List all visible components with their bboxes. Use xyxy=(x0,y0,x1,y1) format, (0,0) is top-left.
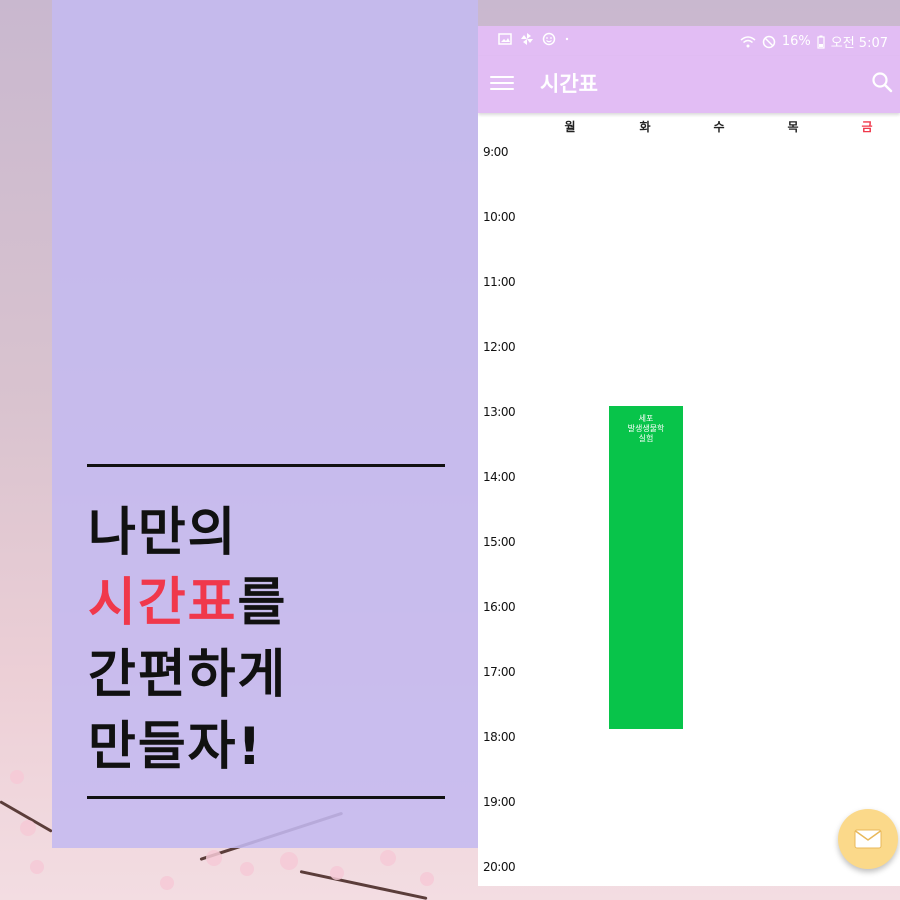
time-label: 13:00 xyxy=(483,405,516,419)
app-bar: 시간표 xyxy=(478,56,900,113)
day-tue: 화 xyxy=(639,120,651,134)
dot-icon xyxy=(565,37,569,41)
blossom xyxy=(30,860,44,874)
time-label: 20:00 xyxy=(483,860,516,874)
blossom xyxy=(10,770,24,784)
blossom xyxy=(160,876,174,890)
blossom xyxy=(380,850,396,866)
status-bar: 16% 오전 5:07 xyxy=(478,26,900,56)
blossom xyxy=(206,850,222,866)
time-label: 14:00 xyxy=(483,470,516,484)
smiley-icon xyxy=(542,32,556,46)
time-label: 10:00 xyxy=(483,210,516,224)
blossom xyxy=(20,820,36,836)
clock: 오전 5:07 xyxy=(830,36,888,51)
status-right: 16% 오전 5:07 xyxy=(740,32,888,51)
day-thu: 목 xyxy=(787,120,799,134)
time-label: 12:00 xyxy=(483,340,516,354)
battery-icon xyxy=(817,35,825,49)
time-label: 17:00 xyxy=(483,665,516,679)
promo-accent-text: 시간표 xyxy=(88,573,238,633)
divider-bottom xyxy=(87,796,445,799)
time-label: 11:00 xyxy=(483,275,516,289)
promo-line-2: 시간표를 xyxy=(88,560,287,635)
battery-percent: 16% xyxy=(781,34,811,49)
course-name-line-3: 실험 xyxy=(638,434,654,443)
promo-line-1: 나만의 xyxy=(88,503,238,563)
mail-icon xyxy=(854,829,882,849)
promo-line-4: 만들자! xyxy=(88,717,264,777)
course-name-line-2: 발생생물학 xyxy=(627,424,665,433)
time-label: 9:00 xyxy=(483,145,508,159)
course-block[interactable]: 세포 발생생물학 실험 xyxy=(609,406,683,729)
phone-screen: 16% 오전 5:07 시간표 월 화 수 목 금 9:00 10:00 11:… xyxy=(478,26,900,886)
blossom xyxy=(280,852,298,870)
time-label: 16:00 xyxy=(483,600,516,614)
blossom xyxy=(240,862,254,876)
branch xyxy=(299,870,428,900)
notification-icons xyxy=(498,32,570,46)
image-icon xyxy=(498,33,512,45)
time-label: 18:00 xyxy=(483,730,516,744)
blossom xyxy=(330,866,344,880)
pinwheel-icon xyxy=(521,33,533,45)
day-header: 월 화 수 목 금 xyxy=(478,118,900,138)
menu-icon[interactable] xyxy=(490,72,514,94)
message-fab[interactable] xyxy=(838,809,898,869)
divider-top xyxy=(87,464,445,467)
search-icon[interactable] xyxy=(870,70,894,94)
course-name-line-1: 세포 xyxy=(638,414,654,423)
time-label: 19:00 xyxy=(483,795,516,809)
time-label: 15:00 xyxy=(483,535,516,549)
do-not-disturb-icon xyxy=(762,35,776,48)
day-fri: 금 xyxy=(861,120,873,134)
promo-panel: 나만의 시간표를 간편하게 만들자! xyxy=(52,0,478,848)
day-wed: 수 xyxy=(713,120,725,134)
app-title: 시간표 xyxy=(540,72,598,96)
wifi-icon xyxy=(740,35,756,47)
promo-line-3: 간편하게 xyxy=(88,645,288,705)
blossom xyxy=(420,872,434,886)
promo-line-2-rest: 를 xyxy=(237,573,288,633)
day-mon: 월 xyxy=(564,120,576,134)
